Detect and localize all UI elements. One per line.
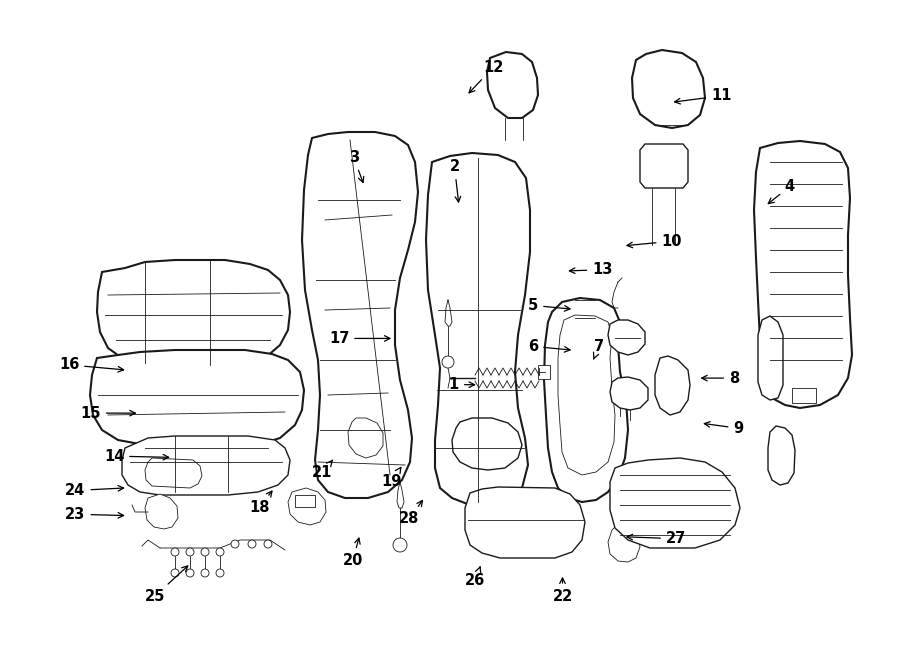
Polygon shape <box>768 426 795 485</box>
Text: 24: 24 <box>65 483 123 498</box>
Polygon shape <box>608 524 640 562</box>
Text: 19: 19 <box>382 467 401 488</box>
Text: 20: 20 <box>343 538 363 568</box>
Polygon shape <box>452 418 522 470</box>
Polygon shape <box>640 144 688 188</box>
Circle shape <box>231 540 239 548</box>
Polygon shape <box>145 458 202 488</box>
Text: 9: 9 <box>705 421 743 436</box>
Text: 2: 2 <box>449 159 461 202</box>
Text: 21: 21 <box>312 460 333 480</box>
Text: 23: 23 <box>65 507 123 522</box>
Text: 27: 27 <box>627 531 686 546</box>
Text: 18: 18 <box>249 491 272 515</box>
Polygon shape <box>610 458 740 548</box>
Text: 7: 7 <box>593 339 604 359</box>
Bar <box>295 495 315 507</box>
Text: 12: 12 <box>469 60 503 93</box>
Polygon shape <box>608 320 645 355</box>
Circle shape <box>201 569 209 577</box>
Text: 22: 22 <box>553 578 572 603</box>
Text: 6: 6 <box>528 339 570 354</box>
Circle shape <box>171 569 179 577</box>
Bar <box>538 365 550 379</box>
Circle shape <box>201 548 209 556</box>
Text: 28: 28 <box>400 500 422 526</box>
Polygon shape <box>487 52 538 118</box>
Polygon shape <box>122 436 290 495</box>
Text: 3: 3 <box>348 150 364 182</box>
Polygon shape <box>426 153 530 505</box>
Text: 25: 25 <box>145 566 188 603</box>
Text: 15: 15 <box>80 406 135 420</box>
Text: 13: 13 <box>570 262 613 277</box>
Polygon shape <box>632 50 705 128</box>
Text: 5: 5 <box>528 298 570 313</box>
Polygon shape <box>288 488 326 525</box>
Text: 1: 1 <box>449 377 474 392</box>
Circle shape <box>442 356 454 368</box>
Text: 14: 14 <box>104 449 168 463</box>
Polygon shape <box>754 141 852 408</box>
Circle shape <box>186 569 194 577</box>
Bar <box>792 388 816 403</box>
Polygon shape <box>348 418 383 458</box>
Polygon shape <box>544 298 628 502</box>
Polygon shape <box>302 132 418 498</box>
Text: 17: 17 <box>328 331 390 346</box>
Polygon shape <box>90 350 304 448</box>
Polygon shape <box>758 316 783 400</box>
Text: 8: 8 <box>702 371 739 385</box>
Text: 11: 11 <box>675 89 732 104</box>
Circle shape <box>393 538 407 552</box>
Polygon shape <box>97 260 290 366</box>
Polygon shape <box>465 487 585 558</box>
Text: 26: 26 <box>465 567 485 588</box>
Circle shape <box>264 540 272 548</box>
Text: 16: 16 <box>58 358 123 372</box>
Circle shape <box>216 548 224 556</box>
Polygon shape <box>145 494 178 529</box>
Text: 4: 4 <box>769 179 795 204</box>
Circle shape <box>186 548 194 556</box>
Text: 10: 10 <box>627 234 682 249</box>
Circle shape <box>248 540 256 548</box>
Polygon shape <box>610 377 648 410</box>
Circle shape <box>171 548 179 556</box>
Circle shape <box>216 569 224 577</box>
Polygon shape <box>655 356 690 415</box>
